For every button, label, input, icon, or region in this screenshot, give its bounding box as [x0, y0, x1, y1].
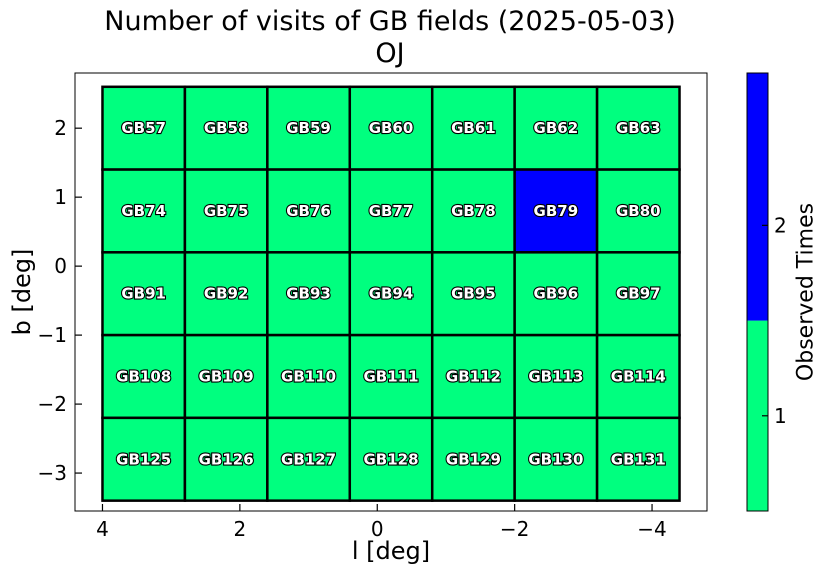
field-label-gb94: GB94 — [369, 285, 414, 303]
field-cells: GB57 GB58 GB59 GB60 GB61 GB62 GB63 GB74 GB75 GB76… — [101, 85, 681, 502]
y-tick-label: 2 — [54, 116, 67, 140]
field-label-gb96: GB96 — [534, 285, 579, 303]
field-label-gb79: GB79 — [534, 202, 579, 220]
field-cell-gb77 — [348, 168, 434, 254]
field-label-gb60: GB60 — [369, 119, 414, 137]
colorbar: 12 — [746, 72, 787, 512]
field-label-gb92: GB92 — [204, 285, 249, 303]
field-label-gb129: GB129 — [446, 450, 501, 468]
field-label-gb128: GB128 — [363, 450, 418, 468]
field-label-gb113: GB113 — [528, 367, 583, 385]
field-label-gb108: GB108 — [116, 367, 171, 385]
field-label-gb126: GB126 — [199, 450, 254, 468]
field-label-gb93: GB93 — [286, 285, 331, 303]
x-tick-label: 4 — [96, 517, 109, 541]
field-label-gb58: GB58 — [204, 119, 249, 137]
field-label-gb77: GB77 — [369, 202, 414, 220]
field-label-gb80: GB80 — [616, 202, 661, 220]
colorbar-tick-label: 2 — [774, 213, 787, 237]
field-label-gb57: GB57 — [121, 119, 166, 137]
field-cell-gb79 — [513, 168, 599, 254]
field-label-gb109: GB109 — [199, 367, 254, 385]
x-tick-label: −2 — [500, 517, 529, 541]
field-label-gb78: GB78 — [451, 202, 496, 220]
field-label-gb125: GB125 — [116, 450, 171, 468]
x-axis: 4 2 0 −2 −4 — [96, 504, 667, 541]
x-tick-label: 0 — [371, 517, 384, 541]
field-cell-gb128 — [348, 416, 434, 502]
colorbar-segment — [747, 320, 768, 511]
field-cell-gb78 — [430, 168, 516, 254]
y-tick-label: 0 — [54, 254, 67, 278]
field-cell-gb92 — [183, 251, 269, 337]
field-label-gb127: GB127 — [281, 450, 336, 468]
field-cell-gb113 — [513, 333, 599, 420]
field-label-gb130: GB130 — [528, 450, 583, 468]
field-cell-gb61 — [430, 85, 516, 171]
y-tick-label: 1 — [54, 185, 67, 209]
field-cell-gb108 — [101, 333, 187, 420]
field-label-gb111: GB111 — [363, 367, 418, 385]
field-label-gb75: GB75 — [204, 202, 249, 220]
field-label-gb114: GB114 — [611, 367, 666, 385]
field-cell-gb62 — [513, 85, 599, 171]
field-label-gb62: GB62 — [534, 119, 579, 137]
y-tick-label: −1 — [38, 323, 67, 347]
chart-title: Number of visits of GB fields (2025-05-0… — [104, 6, 676, 37]
field-cell-gb60 — [348, 85, 434, 171]
colorbar-frame — [746, 72, 769, 512]
field-label-gb76: GB76 — [286, 202, 331, 220]
field-label-gb95: GB95 — [451, 285, 496, 303]
field-label-gb91: GB91 — [121, 285, 166, 303]
field-cell-gb93 — [266, 251, 352, 337]
field-label-gb112: GB112 — [446, 367, 501, 385]
field-label-gb63: GB63 — [616, 119, 661, 137]
field-label-gb131: GB131 — [611, 450, 666, 468]
colorbar-tick-label: 1 — [774, 404, 787, 428]
field-cell-gb130 — [513, 416, 599, 502]
y-tick-label: −3 — [38, 461, 67, 485]
y-tick-label: −2 — [38, 392, 67, 416]
x-axis-label: l [deg] — [352, 537, 430, 565]
colorbar-label: Observed Times — [794, 203, 819, 381]
field-cell-gb125 — [101, 416, 187, 502]
field-cell-gb97 — [595, 251, 681, 337]
field-cell-gb109 — [183, 333, 269, 420]
field-label-gb97: GB97 — [616, 285, 661, 303]
field-label-gb59: GB59 — [286, 119, 331, 137]
field-cell-gb80 — [595, 168, 681, 254]
field-cell-gb63 — [595, 85, 681, 171]
x-tick-label: −4 — [637, 517, 666, 541]
x-tick-label: 2 — [234, 517, 247, 541]
colorbar-segment — [747, 73, 768, 321]
field-cell-gb127 — [266, 416, 352, 502]
field-cell-gb126 — [183, 416, 269, 502]
y-axis: 2 1 0 −1 −2 −3 — [38, 116, 82, 485]
field-label-gb61: GB61 — [451, 119, 496, 137]
field-cell-gb131 — [595, 416, 681, 502]
field-label-gb110: GB110 — [281, 367, 336, 385]
field-cell-gb75 — [183, 168, 269, 254]
field-label-gb74: GB74 — [121, 202, 166, 220]
y-axis-label: b [deg] — [8, 249, 36, 336]
field-cell-gb112 — [430, 333, 516, 420]
chart-subtitle: OJ — [375, 38, 405, 69]
